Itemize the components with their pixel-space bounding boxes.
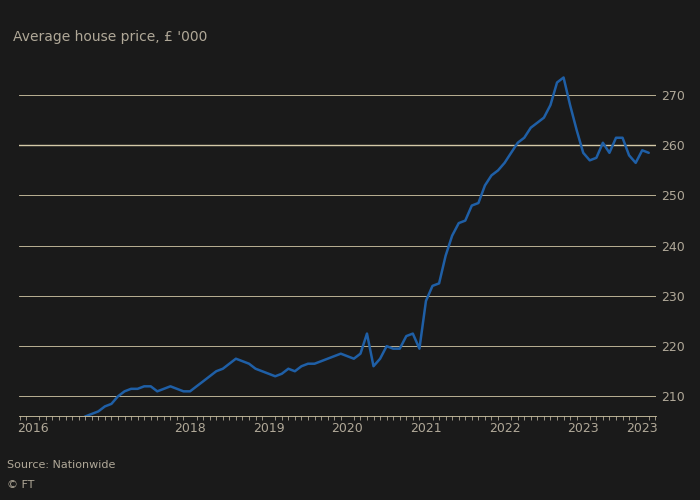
- Text: Average house price, £ '000: Average house price, £ '000: [13, 30, 207, 44]
- Text: © FT: © FT: [7, 480, 34, 490]
- Text: Source: Nationwide: Source: Nationwide: [7, 460, 116, 470]
